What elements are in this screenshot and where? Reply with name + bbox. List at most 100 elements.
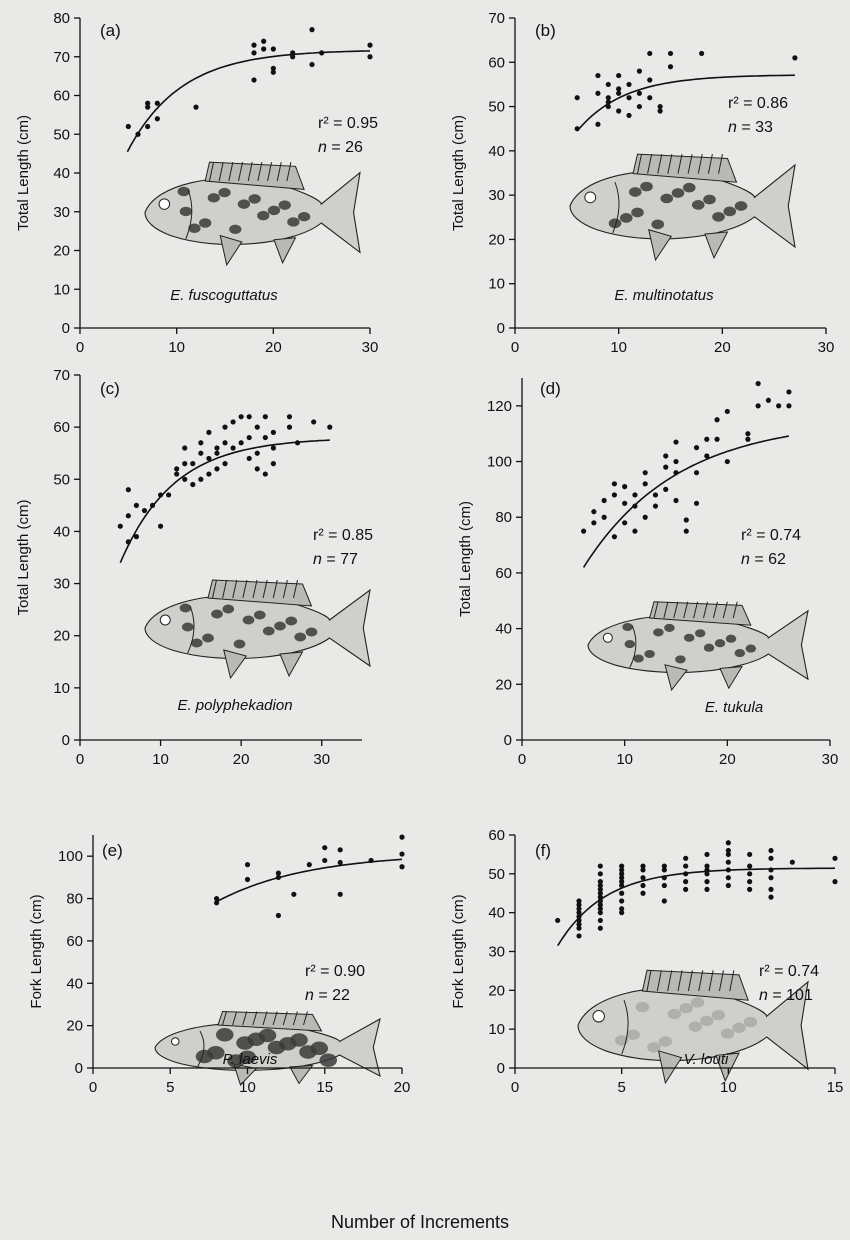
fish-marking xyxy=(653,628,664,637)
x-tick-label: 5 xyxy=(166,1079,174,1096)
data-point xyxy=(275,912,281,919)
x-tick-label: 30 xyxy=(362,339,379,356)
data-point xyxy=(275,870,281,876)
data-point xyxy=(251,50,257,56)
y-tick-label: 50 xyxy=(488,99,505,116)
fish-marking xyxy=(711,1009,726,1021)
y-tick-label: 40 xyxy=(488,905,505,922)
fish-marking xyxy=(229,224,242,235)
growth-curve xyxy=(126,50,371,153)
data-point xyxy=(230,419,236,425)
x-tick-label: 20 xyxy=(714,339,731,356)
data-point xyxy=(647,95,653,101)
data-point xyxy=(704,871,710,877)
fish-marking xyxy=(635,1001,650,1013)
y-tick-label: 10 xyxy=(488,276,505,293)
data-point xyxy=(206,429,212,435)
fish-fin-spines xyxy=(637,154,723,174)
fish-marking xyxy=(683,633,695,642)
data-point xyxy=(311,419,317,425)
fish-marking xyxy=(658,1036,673,1047)
data-point xyxy=(595,72,601,79)
data-point xyxy=(222,424,228,430)
data-point xyxy=(190,481,196,488)
data-point xyxy=(640,863,646,869)
fish-marking xyxy=(248,194,261,204)
data-point xyxy=(222,461,228,467)
fish-fin-spines xyxy=(209,161,292,182)
data-point xyxy=(576,913,582,920)
data-point xyxy=(693,470,700,476)
fish-marking xyxy=(664,623,675,632)
data-point xyxy=(611,492,618,498)
fish-marking xyxy=(242,615,255,625)
fish-marking xyxy=(233,639,246,649)
panel-label: (e) xyxy=(102,841,123,860)
y-tick-label: 70 xyxy=(488,10,505,27)
data-point xyxy=(661,898,667,904)
data-point xyxy=(714,417,720,423)
data-point xyxy=(832,879,838,885)
data-point xyxy=(230,445,236,451)
fish-marking xyxy=(703,643,715,652)
data-point xyxy=(597,898,603,904)
data-point xyxy=(576,921,582,927)
data-point xyxy=(133,534,139,540)
sample-size-label: n = 22 xyxy=(305,987,350,1004)
fish-gill-line xyxy=(629,624,637,668)
data-point xyxy=(576,902,582,908)
data-point xyxy=(597,890,603,896)
fish-anal-fin xyxy=(273,237,297,265)
data-point xyxy=(581,528,587,534)
fish-marking xyxy=(734,201,748,211)
data-point xyxy=(270,69,276,75)
data-point xyxy=(724,408,730,415)
fish-eye xyxy=(592,1010,605,1023)
data-point xyxy=(768,875,774,881)
fish-marking xyxy=(179,603,192,613)
fish-pelvic-fin xyxy=(664,664,688,692)
fish-marking xyxy=(237,199,251,209)
fish-marking xyxy=(712,211,725,222)
panel-c: 0 10 20 30 40 50 60 70 0 10 20 30 Total Length (cm) (… xyxy=(15,367,373,768)
sample-size-label: n = 26 xyxy=(318,139,363,156)
data-point xyxy=(622,484,628,490)
fish-pelvic-fin xyxy=(657,1050,683,1085)
data-point xyxy=(745,436,751,442)
data-point xyxy=(725,867,731,873)
growth-curve xyxy=(576,74,795,132)
x-tick-label: 10 xyxy=(610,339,627,356)
data-point xyxy=(214,445,220,451)
fish-eye xyxy=(171,1037,180,1046)
fish-marking xyxy=(720,1028,735,1039)
data-point xyxy=(667,64,674,70)
data-point xyxy=(286,424,293,430)
fish-marking xyxy=(179,206,192,217)
data-point xyxy=(636,68,643,74)
data-point xyxy=(626,112,632,119)
fish-anal-fin xyxy=(289,1064,314,1085)
y-axis-title: Total Length (cm) xyxy=(457,501,474,617)
data-point xyxy=(244,862,251,868)
data-point xyxy=(725,859,731,865)
growth-curve xyxy=(557,867,836,947)
fish-marking xyxy=(725,634,737,643)
panel-e: 0 20 40 60 80 100 0 5 10 15 20 Fork Length (cm) (e) r… xyxy=(28,834,410,1096)
fish-marking xyxy=(651,219,665,230)
growth-curve xyxy=(119,439,330,564)
data-point xyxy=(270,461,276,467)
data-point xyxy=(198,476,204,482)
fish-marking xyxy=(743,1016,758,1028)
data-point xyxy=(591,520,597,526)
data-point xyxy=(622,520,628,526)
fish-marking xyxy=(177,186,190,197)
data-point xyxy=(725,875,731,881)
data-point xyxy=(576,917,582,924)
data-point xyxy=(597,894,603,900)
x-tick-label: 10 xyxy=(720,1079,737,1096)
fish-marking xyxy=(290,1033,308,1047)
data-point xyxy=(647,50,653,57)
x-tick-label: 10 xyxy=(168,339,185,356)
data-point xyxy=(246,434,252,441)
data-point xyxy=(663,453,669,459)
